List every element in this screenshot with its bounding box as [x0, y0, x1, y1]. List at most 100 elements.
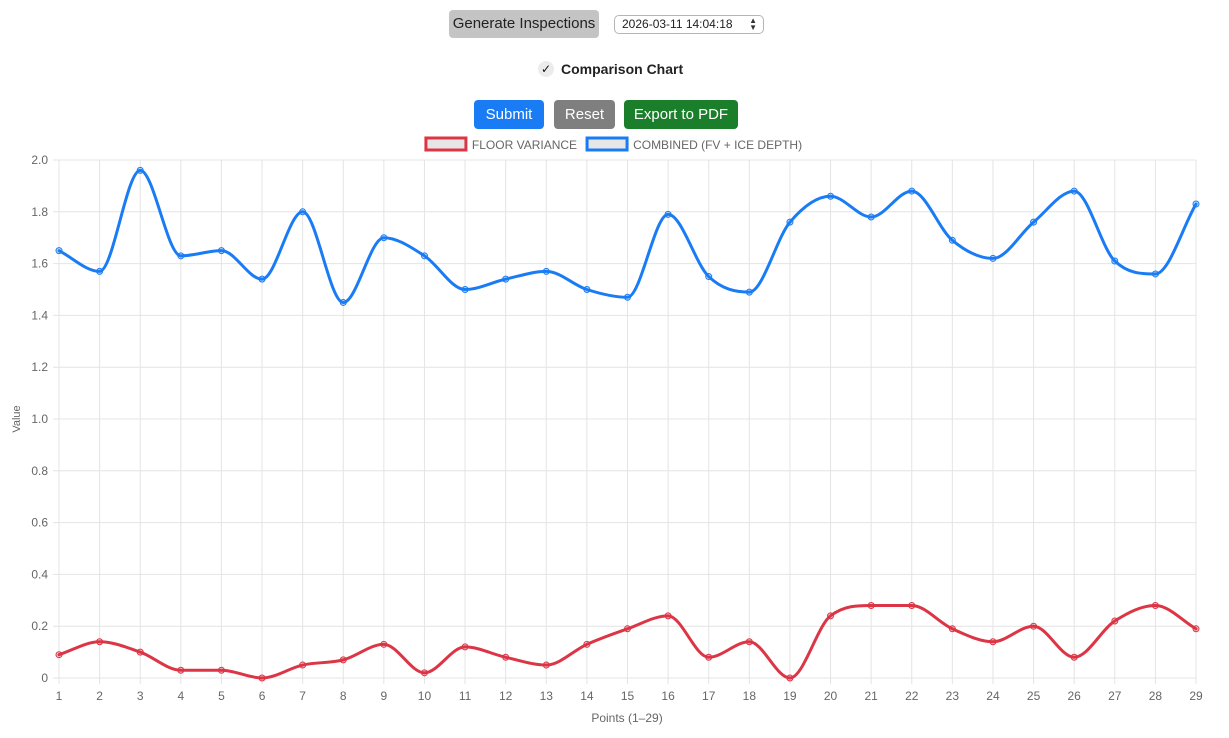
combined-point[interactable] [461, 286, 469, 293]
x-tick-label: 2 [96, 689, 103, 703]
floor-variance-point[interactable] [827, 612, 835, 620]
floor-variance-point[interactable] [299, 661, 307, 669]
floor-variance-point[interactable] [380, 640, 388, 648]
y-tick-label: 1.0 [31, 412, 48, 426]
x-tick-label: 4 [177, 689, 184, 703]
date-select-value: 2026-03-11 14:04:18 [622, 17, 733, 31]
combined-point[interactable] [908, 187, 916, 195]
floor-variance-point[interactable] [786, 674, 794, 682]
combined-point[interactable] [1030, 218, 1038, 226]
combined-point[interactable] [1192, 200, 1200, 208]
inspection-date-select[interactable]: 2026-03-11 14:04:18 ▲ ▼ [614, 15, 764, 34]
combined-point[interactable] [55, 247, 63, 255]
x-tick-label: 29 [1189, 689, 1203, 703]
x-tick-label: 19 [783, 689, 797, 703]
comparison-chart-toggle[interactable]: ✓ Comparison Chart [538, 60, 683, 78]
combined-point[interactable] [1151, 270, 1159, 278]
y-tick-label: 1.2 [31, 360, 48, 374]
combined-point[interactable] [786, 218, 794, 226]
floor-variance-point[interactable] [908, 601, 916, 609]
floor-variance-point[interactable] [1192, 625, 1200, 633]
export-pdf-button[interactable]: Export to PDF [624, 100, 738, 129]
floor-variance-point[interactable] [867, 601, 875, 609]
y-tick-label: 1.4 [31, 308, 48, 322]
combined-point[interactable] [664, 210, 672, 218]
submit-button[interactable]: Submit [474, 100, 544, 129]
legend-swatch [424, 136, 468, 152]
floor-variance-point[interactable] [583, 640, 591, 648]
combined-point[interactable] [542, 267, 550, 275]
x-tick-label: 27 [1108, 689, 1122, 703]
combined-point[interactable] [583, 286, 591, 293]
combined-point[interactable] [299, 208, 307, 216]
floor-variance-point[interactable] [420, 669, 428, 677]
combined-point[interactable] [948, 236, 956, 244]
y-tick-label: 0.8 [31, 464, 48, 478]
combined-point[interactable] [1111, 257, 1119, 265]
floor-variance-point[interactable] [624, 625, 631, 633]
combined-point[interactable] [989, 254, 997, 262]
combined-point[interactable] [867, 213, 875, 221]
floor-variance-point[interactable] [948, 625, 956, 633]
combined-point[interactable] [380, 234, 388, 242]
x-tick-label: 12 [499, 689, 513, 703]
x-tick-label: 18 [743, 689, 757, 703]
x-axis-title: Points (1–29) [591, 711, 662, 725]
floor-variance-point[interactable] [177, 666, 185, 674]
chart-gridlines [53, 159, 1197, 684]
y-tick-label: 0 [41, 671, 48, 685]
x-tick-label: 24 [986, 689, 1000, 703]
y-tick-label: 0.2 [31, 619, 48, 633]
y-axis-title: Value [11, 405, 23, 432]
floor-variance-point[interactable] [1151, 601, 1159, 609]
combined-point[interactable] [705, 273, 713, 281]
combined-point[interactable] [339, 298, 347, 306]
x-tick-label: 7 [299, 689, 306, 703]
combined-point[interactable] [827, 192, 835, 200]
floor-variance-point[interactable] [96, 638, 104, 646]
combined-point[interactable] [420, 252, 428, 260]
y-axis-ticks: 0 0.2 0.4 0.6 0.8 1.0 1.2 1.4 1.6 1.8 2.0 [31, 153, 48, 685]
generate-inspections-button[interactable]: Generate Inspections [449, 10, 599, 38]
comparison-chart-label: Comparison Chart [561, 61, 684, 77]
combined-point[interactable] [136, 166, 144, 174]
x-tick-label: 6 [259, 689, 266, 703]
floor-variance-point[interactable] [1111, 617, 1119, 625]
combined-point[interactable] [745, 288, 753, 296]
floor-variance-point[interactable] [745, 638, 753, 646]
combined-point[interactable] [258, 275, 266, 283]
floor-variance-point[interactable] [1030, 622, 1038, 630]
floor-variance-point[interactable] [258, 674, 266, 682]
combined-line [57, 168, 1198, 304]
combined-point[interactable] [1070, 187, 1078, 195]
floor-variance-point[interactable] [542, 661, 550, 669]
combined-point[interactable] [502, 275, 510, 283]
x-tick-label: 25 [1027, 689, 1041, 703]
x-tick-label: 11 [459, 689, 472, 703]
floor-variance-point[interactable] [502, 653, 510, 661]
combined-point[interactable] [177, 252, 185, 260]
x-tick-label: 3 [137, 689, 144, 703]
floor-variance-point[interactable] [664, 612, 672, 620]
legend-label: FLOOR VARIANCE [472, 138, 577, 152]
legend-item-combined[interactable]: COMBINED (FV + ICE DEPTH) [585, 136, 802, 152]
chart-legend[interactable]: FLOOR VARIANCE COMBINED (FV + ICE DEPTH) [424, 136, 802, 152]
floor-variance-point[interactable] [55, 651, 63, 659]
combined-point[interactable] [96, 267, 104, 275]
y-tick-label: 1.6 [31, 257, 48, 271]
floor-variance-point[interactable] [339, 656, 347, 664]
y-tick-label: 2.0 [31, 153, 48, 167]
floor-variance-point[interactable] [136, 648, 144, 656]
floor-variance-line [57, 603, 1198, 680]
combined-point[interactable] [624, 293, 631, 301]
legend-item-floor-variance[interactable]: FLOOR VARIANCE [424, 136, 577, 152]
reset-button[interactable]: Reset [554, 100, 615, 129]
floor-variance-point[interactable] [461, 643, 469, 651]
floor-variance-point[interactable] [1070, 653, 1078, 661]
floor-variance-point[interactable] [217, 666, 225, 674]
floor-variance-point[interactable] [989, 638, 997, 646]
floor-variance-point[interactable] [705, 653, 713, 661]
combined-point[interactable] [217, 247, 225, 255]
